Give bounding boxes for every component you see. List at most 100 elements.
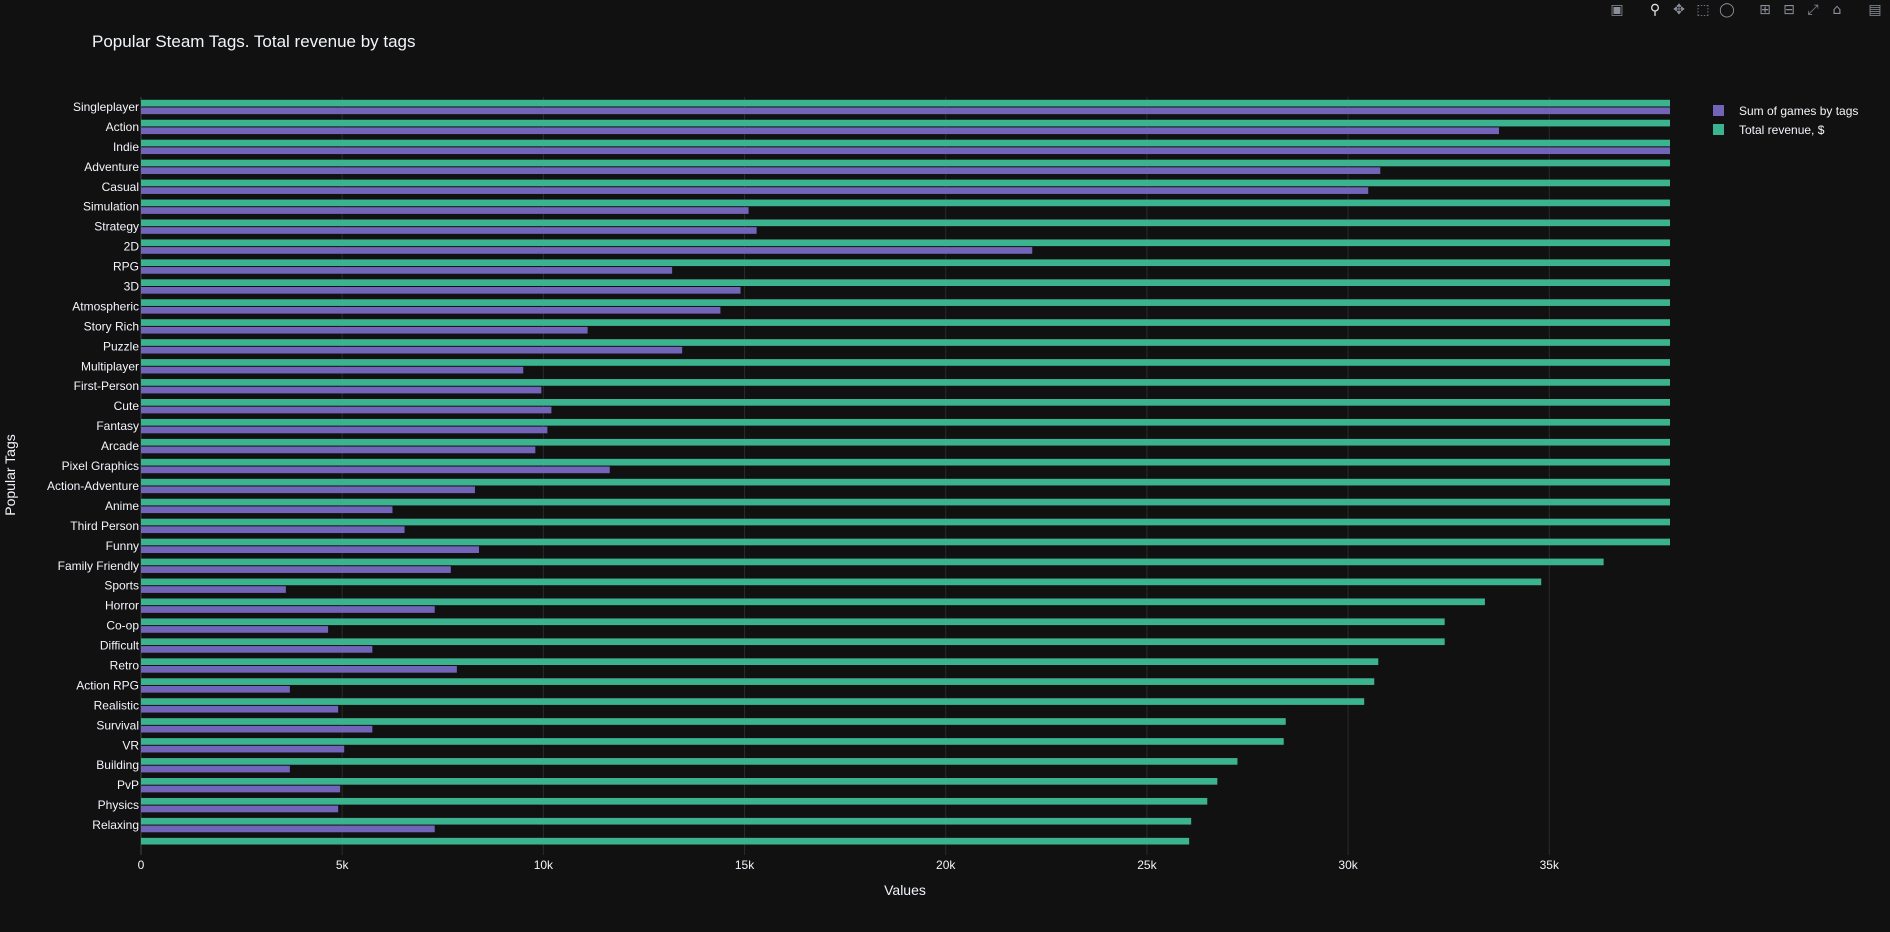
- bar-games: [141, 785, 341, 793]
- y-tick-label: Survival: [96, 718, 139, 732]
- zoom-icon[interactable]: ⚲: [1649, 2, 1661, 18]
- zoom-in-icon[interactable]: ⊞: [1759, 2, 1771, 18]
- bar-revenue: [141, 299, 1670, 306]
- bar-games: [141, 466, 610, 474]
- bar-revenue: [141, 319, 1670, 326]
- y-tick-label: Physics: [98, 798, 139, 812]
- x-tick-label: 25k: [1137, 858, 1157, 872]
- bar-revenue: [141, 239, 1670, 247]
- y-tick-label: Building: [96, 758, 139, 772]
- bar-games: [141, 526, 405, 534]
- home-icon[interactable]: ⌂: [1832, 2, 1842, 18]
- y-tick-label: Multiplayer: [81, 359, 139, 373]
- bar-games: [141, 426, 548, 434]
- bar-revenue: [141, 179, 1670, 187]
- bar-revenue: [141, 399, 1670, 406]
- camera-icon[interactable]: ▣: [1610, 2, 1624, 18]
- chart-title: Popular Steam Tags. Total revenue by tag…: [92, 32, 416, 51]
- box-select-icon[interactable]: ⬚: [1696, 2, 1710, 18]
- bar-revenue: [141, 259, 1670, 267]
- y-tick-labels: Singleplayer Action Indie Adventure Casual Si…: [47, 100, 140, 832]
- y-tick-label: Singleplayer: [73, 100, 139, 114]
- y-tick-label: Horror: [105, 599, 139, 613]
- y-tick-label: Sports: [104, 579, 139, 593]
- bar-games: [141, 326, 588, 334]
- y-tick-label: VR: [122, 738, 139, 752]
- y-tick-label: 2D: [124, 240, 140, 254]
- bar-games: [141, 805, 339, 813]
- modebar: ▣ ⚲ ✥ ⬚ ◯ ⊞ ⊟ ⤢ ⌂ ▤: [1602, 0, 1890, 20]
- autoscale-icon[interactable]: ⤢: [1807, 2, 1819, 18]
- bar-revenue: [141, 379, 1670, 386]
- y-tick-label: Difficult: [100, 639, 140, 653]
- bar-revenue: [141, 817, 1192, 825]
- bar-revenue: [141, 678, 1375, 685]
- bar-games: [141, 346, 683, 354]
- legend-label-games: Sum of games by tags: [1739, 104, 1858, 118]
- bar-revenue: [141, 199, 1670, 207]
- bar-games: [141, 725, 373, 733]
- bar-revenue: [141, 219, 1670, 227]
- bar-revenue: [141, 478, 1670, 486]
- bar-revenue: [141, 498, 1670, 506]
- bars[interactable]: [141, 99, 1670, 845]
- bar-games: [141, 267, 673, 274]
- bar-revenue: [141, 538, 1670, 546]
- lasso-icon[interactable]: ◯: [1719, 2, 1735, 18]
- y-tick-label: Realistic: [94, 698, 139, 712]
- bar-revenue: [141, 99, 1670, 107]
- bar-revenue: [141, 578, 1542, 586]
- x-tick-label: 0: [138, 858, 145, 872]
- bar-games: [141, 765, 290, 773]
- bar-games: [141, 247, 1033, 254]
- bar-games: [141, 287, 741, 294]
- bar-games: [141, 566, 451, 573]
- bar-games: [141, 825, 435, 833]
- y-tick-label: Funny: [106, 539, 139, 553]
- bar-games: [141, 187, 1369, 194]
- bar-revenue: [141, 698, 1365, 705]
- bar-games: [141, 227, 757, 234]
- bar-games: [141, 666, 457, 673]
- bar-revenue: [141, 738, 1284, 745]
- y-tick-label: Casual: [102, 180, 139, 194]
- y-tick-label: Third Person: [70, 519, 139, 533]
- bar-games: [141, 646, 373, 653]
- x-tick-labels: 0 5k 10k 15k 20k 25k 30k 35k: [138, 858, 1560, 872]
- y-tick-label: PvP: [117, 778, 139, 792]
- x-tick-label: 35k: [1540, 858, 1560, 872]
- y-tick-label: Action: [106, 120, 139, 134]
- bar-revenue: [141, 418, 1670, 426]
- bar-games: [141, 386, 542, 394]
- legend-swatch-revenue: [1713, 124, 1724, 135]
- x-tick-label: 10k: [534, 858, 554, 872]
- bar-games: [141, 147, 1670, 155]
- bar-games: [141, 745, 345, 753]
- y-tick-label: Indie: [113, 140, 139, 154]
- x-tick-label: 30k: [1338, 858, 1358, 872]
- bar-revenue: [141, 718, 1286, 725]
- bar-games: [141, 127, 1499, 135]
- bar-games: [141, 705, 339, 713]
- y-tick-label: First-Person: [74, 379, 139, 393]
- legend-label-revenue: Total revenue, $: [1739, 123, 1825, 137]
- bar-games: [141, 626, 329, 633]
- y-tick-label: Anime: [105, 499, 139, 513]
- zoom-out-icon[interactable]: ⊟: [1783, 2, 1795, 18]
- plotly-logo-icon[interactable]: ▤: [1868, 2, 1882, 18]
- bar-revenue: [141, 339, 1670, 346]
- bar-revenue: [141, 359, 1670, 366]
- bar-revenue: [141, 778, 1218, 785]
- bar-games: [141, 486, 475, 494]
- y-tick-label: Simulation: [83, 200, 139, 214]
- y-tick-label: Action-Adventure: [47, 479, 139, 493]
- bar-revenue: [141, 797, 1208, 805]
- legend[interactable]: Sum of games by tags Total revenue, $: [1713, 104, 1858, 137]
- y-tick-label: Action RPG: [76, 678, 139, 692]
- y-tick-label: Strategy: [94, 220, 139, 234]
- y-tick-label: Story Rich: [84, 319, 139, 333]
- bar-revenue: [141, 159, 1670, 167]
- x-axis-title: Values: [884, 882, 926, 898]
- pan-icon[interactable]: ✥: [1673, 2, 1685, 18]
